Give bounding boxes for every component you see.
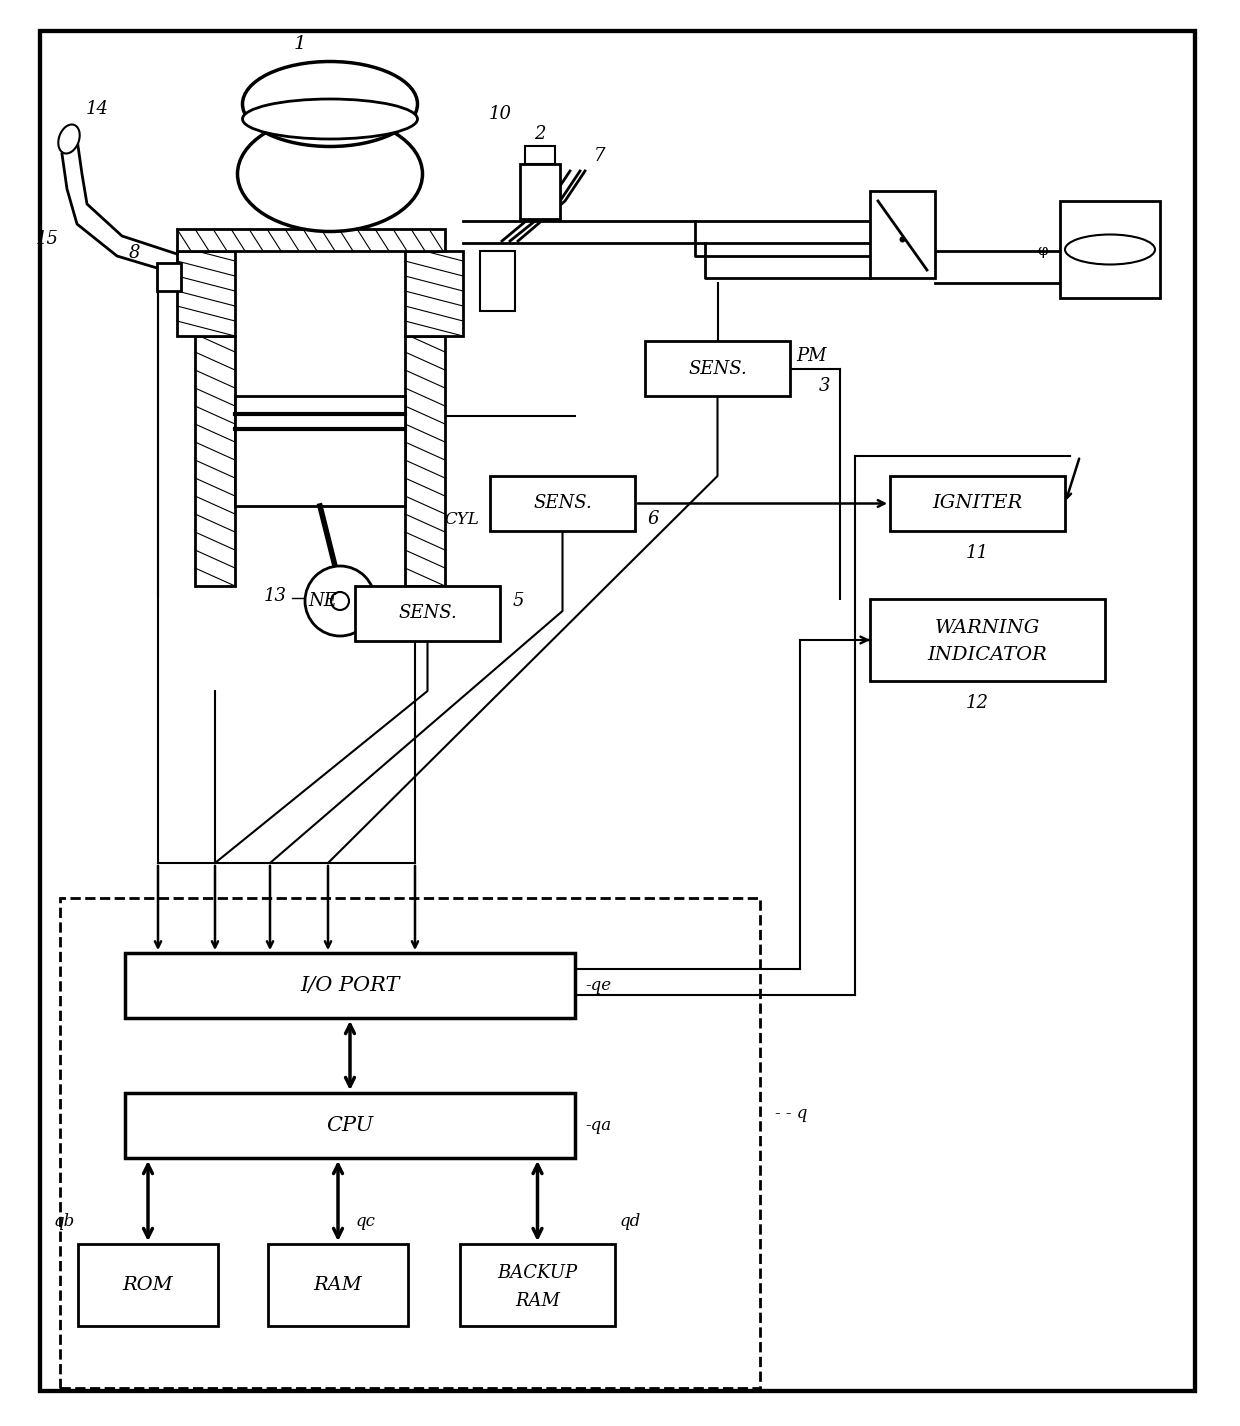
Text: φ: φ (1038, 244, 1048, 258)
Bar (890, 476, 1065, 530)
Bar (60, 898, 760, 1387)
Text: 15: 15 (36, 230, 58, 248)
Bar (520, 164, 560, 220)
Text: I/O PORT: I/O PORT (300, 975, 399, 995)
Text: BACKUP: BACKUP (497, 1263, 578, 1282)
Bar (490, 476, 635, 530)
Text: NE: NE (309, 592, 337, 610)
Bar (525, 145, 556, 164)
Text: 8: 8 (128, 244, 140, 262)
Text: 6: 6 (647, 511, 658, 528)
Bar (460, 1243, 615, 1326)
Ellipse shape (243, 61, 418, 147)
Text: INDICATOR: INDICATOR (928, 646, 1048, 663)
Bar (870, 191, 935, 278)
Text: WARNING: WARNING (935, 619, 1040, 636)
Ellipse shape (238, 117, 423, 231)
Ellipse shape (1065, 234, 1154, 264)
Text: 14: 14 (86, 100, 109, 118)
Text: 5: 5 (512, 592, 523, 610)
Text: -qe: -qe (585, 977, 611, 994)
Text: 7: 7 (594, 147, 606, 165)
Bar (405, 337, 445, 586)
Text: qc: qc (356, 1214, 376, 1231)
Bar (236, 396, 405, 506)
Bar (268, 1243, 408, 1326)
Ellipse shape (243, 98, 418, 138)
Text: CYL: CYL (445, 511, 480, 528)
Text: 13: 13 (263, 588, 286, 605)
Text: -qa: -qa (585, 1117, 611, 1134)
Text: qb: qb (53, 1214, 74, 1231)
Text: 10: 10 (489, 106, 511, 123)
Bar (405, 251, 463, 337)
Bar (125, 1092, 575, 1158)
Bar (177, 230, 445, 251)
Bar (195, 337, 236, 586)
Bar (355, 586, 500, 642)
Text: RAM: RAM (314, 1276, 362, 1293)
Bar (480, 251, 515, 311)
Text: PM: PM (797, 347, 827, 365)
Circle shape (331, 592, 348, 610)
Bar (645, 341, 790, 396)
Text: RAM: RAM (515, 1292, 560, 1310)
Bar (78, 1243, 218, 1326)
Text: SENS.: SENS. (398, 605, 456, 623)
Text: 11: 11 (966, 543, 990, 562)
Text: qd: qd (620, 1214, 641, 1231)
Text: 1: 1 (294, 36, 306, 53)
Bar (125, 953, 575, 1018)
Circle shape (305, 566, 374, 636)
Text: SENS.: SENS. (533, 495, 591, 512)
Bar (177, 251, 236, 337)
Bar (1060, 201, 1159, 298)
Text: 2: 2 (534, 125, 546, 143)
Text: IGNITER: IGNITER (932, 495, 1023, 512)
Text: SENS.: SENS. (688, 359, 746, 378)
Text: 3: 3 (820, 376, 831, 395)
Text: ROM: ROM (123, 1276, 174, 1293)
Text: 12: 12 (966, 694, 990, 712)
Text: - - q: - - q (775, 1105, 807, 1121)
Ellipse shape (58, 124, 79, 154)
Text: CPU: CPU (326, 1117, 373, 1135)
Bar (157, 262, 181, 291)
Circle shape (899, 237, 905, 242)
Bar (870, 599, 1105, 682)
